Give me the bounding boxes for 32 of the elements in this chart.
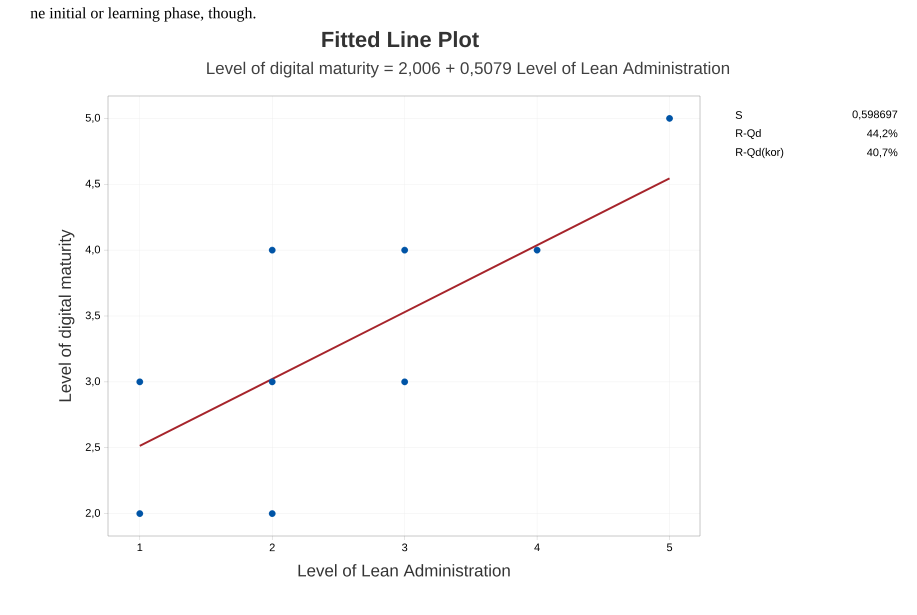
text: S <box>736 111 742 119</box>
point <box>136 510 144 517</box>
x-tick-label: 3 <box>402 544 408 552</box>
text: R-Qd(kor) <box>736 148 784 158</box>
text: 0,598697 <box>852 110 898 120</box>
y-tick-label: 3,0 <box>86 377 100 386</box>
y-tick-label: 5,0 <box>86 114 100 123</box>
text: R-Qd <box>736 128 761 139</box>
chart-subtitle: Level of digital maturity = 2,006 + 0,5079 Level of Lean Administration <box>207 62 730 78</box>
x-tick-label: 1 <box>138 544 142 552</box>
point <box>136 378 144 386</box>
point <box>401 378 408 386</box>
point <box>268 510 276 517</box>
point <box>534 246 540 254</box>
y-tick-label: 2,0 <box>86 509 100 518</box>
text: ne initial or learning phase, though. <box>30 7 256 22</box>
x-tick-label: 4 <box>534 544 540 552</box>
point <box>401 246 408 254</box>
text: 40,7% <box>866 148 898 158</box>
y-tick-label: 4,5 <box>85 180 100 189</box>
x-tick-label: 2 <box>270 544 275 552</box>
text: 44,2% <box>866 129 898 139</box>
point <box>268 378 276 386</box>
x-tick-label: 5 <box>666 544 672 552</box>
y-tick-label: 3,5 <box>86 311 100 321</box>
point <box>666 115 673 122</box>
x-axis-title: Level of Lean Administration <box>298 564 510 577</box>
y-axis-title: Level of digital maturity <box>58 229 74 402</box>
chart-title: Fitted Line Plot <box>322 31 479 48</box>
y-tick-label: 2,5 <box>86 443 100 452</box>
y-tick-label: 4,0 <box>85 246 100 255</box>
point <box>268 246 276 254</box>
